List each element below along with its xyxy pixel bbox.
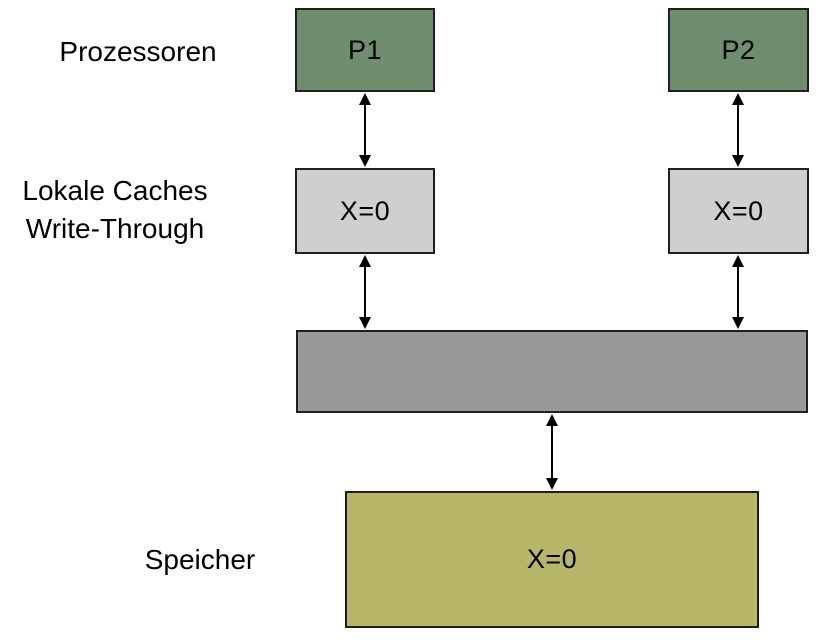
arrow-cache2-bus <box>731 255 745 329</box>
arrow-shaft <box>364 105 366 155</box>
arrowhead-up-icon <box>359 255 371 267</box>
processor-p2-box: P2 <box>668 8 809 92</box>
memory-row-label: Speicher <box>144 544 256 575</box>
processor-p1-label: P1 <box>347 34 383 65</box>
arrowhead-down-icon <box>546 478 558 490</box>
arrow-shaft <box>551 426 553 478</box>
arrow-shaft <box>737 267 739 317</box>
arrow-shaft <box>737 105 739 155</box>
arrow-shaft <box>364 267 366 317</box>
cache1-box: X=0 <box>295 168 435 254</box>
cache2-box: X=0 <box>668 168 809 254</box>
arrowhead-up-icon <box>732 93 744 105</box>
arrowhead-down-icon <box>732 317 744 329</box>
arrow-p2-cache2 <box>731 93 745 167</box>
caches-row-label-line2: Write-Through <box>25 213 205 244</box>
memory-box: X=0 <box>345 491 759 628</box>
arrow-cache1-bus <box>358 255 372 329</box>
arrow-p1-cache1 <box>358 93 372 167</box>
bus-box <box>296 330 808 413</box>
arrowhead-down-icon <box>359 317 371 329</box>
processor-p2-label: P2 <box>721 34 756 65</box>
arrowhead-up-icon <box>546 414 558 426</box>
cache2-value: X=0 <box>713 195 764 226</box>
arrowhead-down-icon <box>732 155 744 167</box>
processor-p1-box: P1 <box>295 8 435 92</box>
arrowhead-up-icon <box>359 93 371 105</box>
cache1-value: X=0 <box>339 195 391 226</box>
processors-row-label: Prozessoren <box>59 36 217 67</box>
arrowhead-up-icon <box>732 255 744 267</box>
caches-row-label-line1: Lokale Caches <box>22 175 208 206</box>
caches-row-label: Lokale Caches Write-Through <box>5 172 225 248</box>
arrow-bus-memory <box>545 414 559 490</box>
memory-value: X=0 <box>526 544 578 574</box>
arrowhead-down-icon <box>359 155 371 167</box>
